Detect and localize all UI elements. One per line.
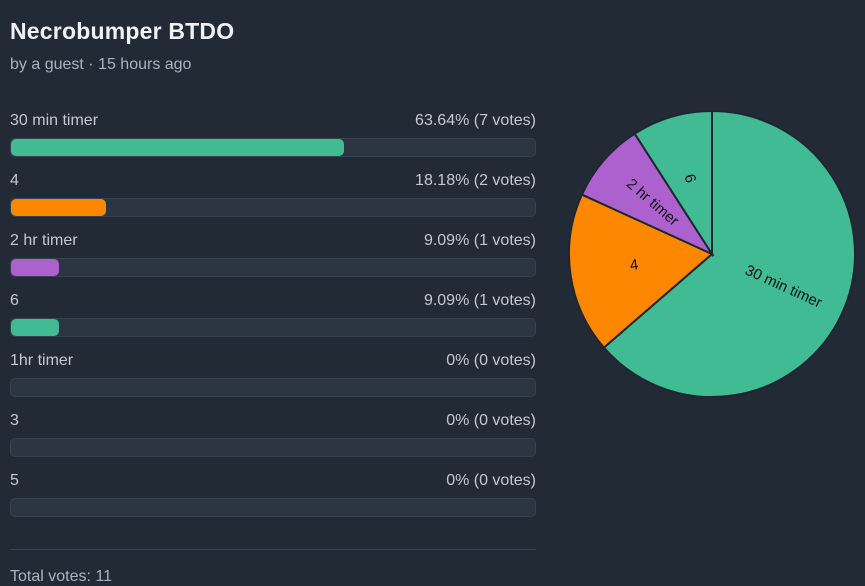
vote-bar-track	[10, 198, 536, 217]
poll-title: Necrobumper BTDO	[10, 18, 235, 44]
option-label: 6	[10, 292, 19, 309]
pie-slice	[568, 193, 714, 350]
option-result: 0% (0 votes)	[446, 352, 536, 369]
option-label: 4	[10, 172, 19, 189]
poll-option: 4 18.18% (2 votes)	[10, 172, 536, 232]
option-label: 2 hr timer	[10, 232, 78, 249]
option-result: 63.64% (7 votes)	[415, 112, 536, 129]
vote-bar-fill	[11, 199, 107, 216]
vote-bar-fill	[11, 259, 59, 276]
vote-bar-track	[10, 138, 536, 157]
option-result: 0% (0 votes)	[446, 472, 536, 489]
pie-slice	[633, 109, 713, 258]
poll-option: 30 min timer 63.64% (7 votes)	[10, 112, 536, 172]
pie-slice-label: 4	[629, 256, 640, 274]
option-label: 3	[10, 412, 19, 429]
poll-option: 1hr timer 0% (0 votes)	[10, 352, 536, 412]
vote-bar-fill	[11, 139, 345, 156]
pie-slice	[580, 132, 715, 257]
poll-option: 3 0% (0 votes)	[10, 412, 536, 472]
poll-options-list: 30 min timer 63.64% (7 votes) 4 18.18% (…	[10, 112, 536, 532]
option-result: 9.09% (1 votes)	[423, 292, 536, 309]
option-result: 0% (0 votes)	[446, 412, 536, 429]
option-label: 1hr timer	[10, 352, 74, 369]
option-result: 18.18% (2 votes)	[415, 172, 536, 189]
vote-bar-track	[10, 378, 536, 397]
poll-option: 6 9.09% (1 votes)	[10, 292, 536, 352]
divider	[10, 549, 536, 550]
pie-slice	[602, 109, 856, 398]
poll-option: 2 hr timer 9.09% (1 votes)	[10, 232, 536, 292]
option-label: 30 min timer	[10, 112, 99, 129]
results-pie-chart: 30 min timer 4 2 hr timer 6	[566, 108, 858, 400]
vote-bar-track	[10, 498, 536, 517]
vote-bar-track	[10, 258, 536, 277]
vote-bar-track	[10, 318, 536, 337]
poll-byline: by a guest · 15 hours ago	[10, 56, 192, 73]
poll-option: 5 0% (0 votes)	[10, 472, 536, 532]
total-votes: Total votes: 11	[10, 568, 112, 585]
option-result: 9.09% (1 votes)	[423, 232, 536, 249]
vote-bar-fill	[11, 319, 59, 336]
option-label: 5	[10, 472, 19, 489]
vote-bar-track	[10, 438, 536, 457]
